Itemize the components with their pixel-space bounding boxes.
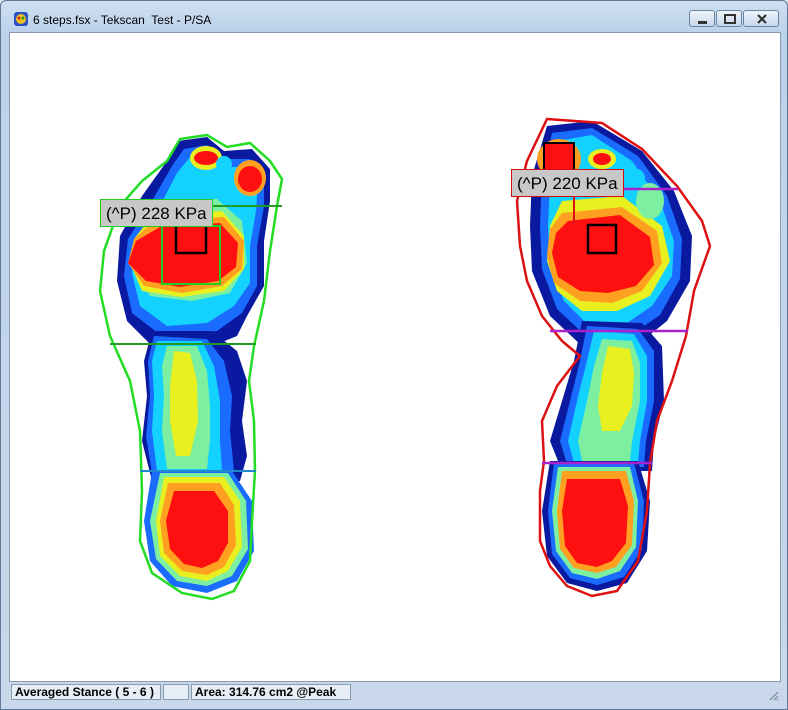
maximize-button[interactable] [716, 10, 742, 27]
close-icon [757, 14, 767, 24]
window-title: 6 steps.fsx - Tekscan Test - P/SA [33, 13, 212, 27]
close-button[interactable] [743, 10, 779, 27]
maximize-icon [724, 14, 736, 24]
status-area: Area: 314.76 cm2 @Peak [191, 684, 351, 700]
left-foot-pressure-map [98, 133, 284, 601]
status-blank-panel [163, 684, 189, 700]
minimize-icon [698, 21, 707, 24]
pressure-map-view[interactable]: (^P) 228 KPa (^P) 220 KPa [9, 32, 781, 682]
right-peak-pressure-label: (^P) 220 KPa [511, 169, 624, 197]
foot-pressure-plot [98, 117, 712, 601]
left-peak-pressure-label: (^P) 228 KPa [100, 199, 213, 227]
tekscan-app-icon [14, 12, 28, 26]
status-bar: Averaged Stance ( 5 - 6 ) Area: 314.76 c… [9, 683, 781, 703]
resize-grip-icon[interactable] [767, 689, 779, 701]
minimize-button[interactable] [689, 10, 715, 27]
status-mode: Averaged Stance ( 5 - 6 ) [11, 684, 161, 700]
caption-buttons [688, 10, 779, 28]
title-bar[interactable]: 6 steps.fsx - Tekscan Test - P/SA [1, 1, 787, 31]
